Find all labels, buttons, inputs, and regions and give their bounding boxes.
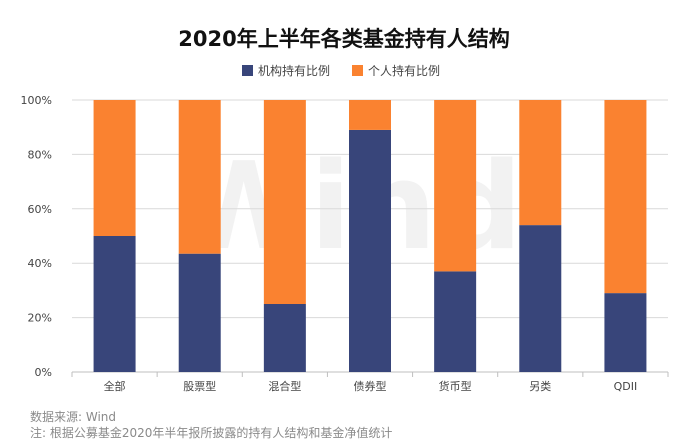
bar-individual	[178, 100, 221, 254]
legend-swatch-individual	[352, 65, 363, 76]
chart-title: 2020年上半年各类基金持有人结构	[178, 27, 509, 51]
x-axis: 全部 股票型 混合型 债券型 货币型 另类 QDII	[71, 372, 669, 393]
x-tick-label: QDII	[614, 380, 638, 393]
bars	[93, 100, 647, 372]
x-tick-label: 全部	[104, 379, 126, 393]
bar-institutional	[178, 253, 221, 372]
x-tick-label: 另类	[529, 379, 551, 393]
y-tick-label: 40%	[28, 257, 52, 270]
y-axis: 0% 20% 40% 60% 80% 100%	[21, 94, 52, 379]
x-tick-label: 混合型	[268, 379, 301, 393]
y-tick-label: 80%	[28, 148, 52, 161]
legend-swatch-institutional	[242, 65, 253, 76]
bar-institutional	[434, 271, 477, 372]
bar-institutional	[93, 236, 136, 372]
bar-individual	[434, 100, 477, 272]
x-tick-label: 股票型	[183, 379, 216, 393]
bar-institutional	[519, 225, 562, 372]
x-tick-label: 货币型	[439, 379, 472, 393]
legend: 机构持有比例 个人持有比例	[242, 63, 440, 78]
bar-institutional	[263, 304, 306, 372]
x-tick-label: 债券型	[354, 379, 387, 393]
bar-individual	[263, 100, 306, 304]
footnote: 注: 根据公募基金2020年半年报所披露的持有人结构和基金净值统计	[30, 426, 393, 440]
legend-label-institutional: 机构持有比例	[258, 63, 330, 78]
y-tick-label: 100%	[21, 94, 52, 107]
bar-individual	[604, 100, 647, 294]
y-tick-label: 60%	[28, 203, 52, 216]
bar-individual	[349, 100, 391, 130]
bar-institutional	[604, 293, 647, 372]
bar-individual	[93, 100, 136, 236]
y-tick-label: 0%	[35, 366, 52, 379]
y-tick-label: 20%	[28, 312, 52, 325]
bar-individual	[519, 100, 562, 226]
bar-institutional	[349, 129, 391, 372]
legend-label-individual: 个人持有比例	[368, 63, 440, 78]
source-note: 数据来源: Wind	[30, 410, 117, 424]
